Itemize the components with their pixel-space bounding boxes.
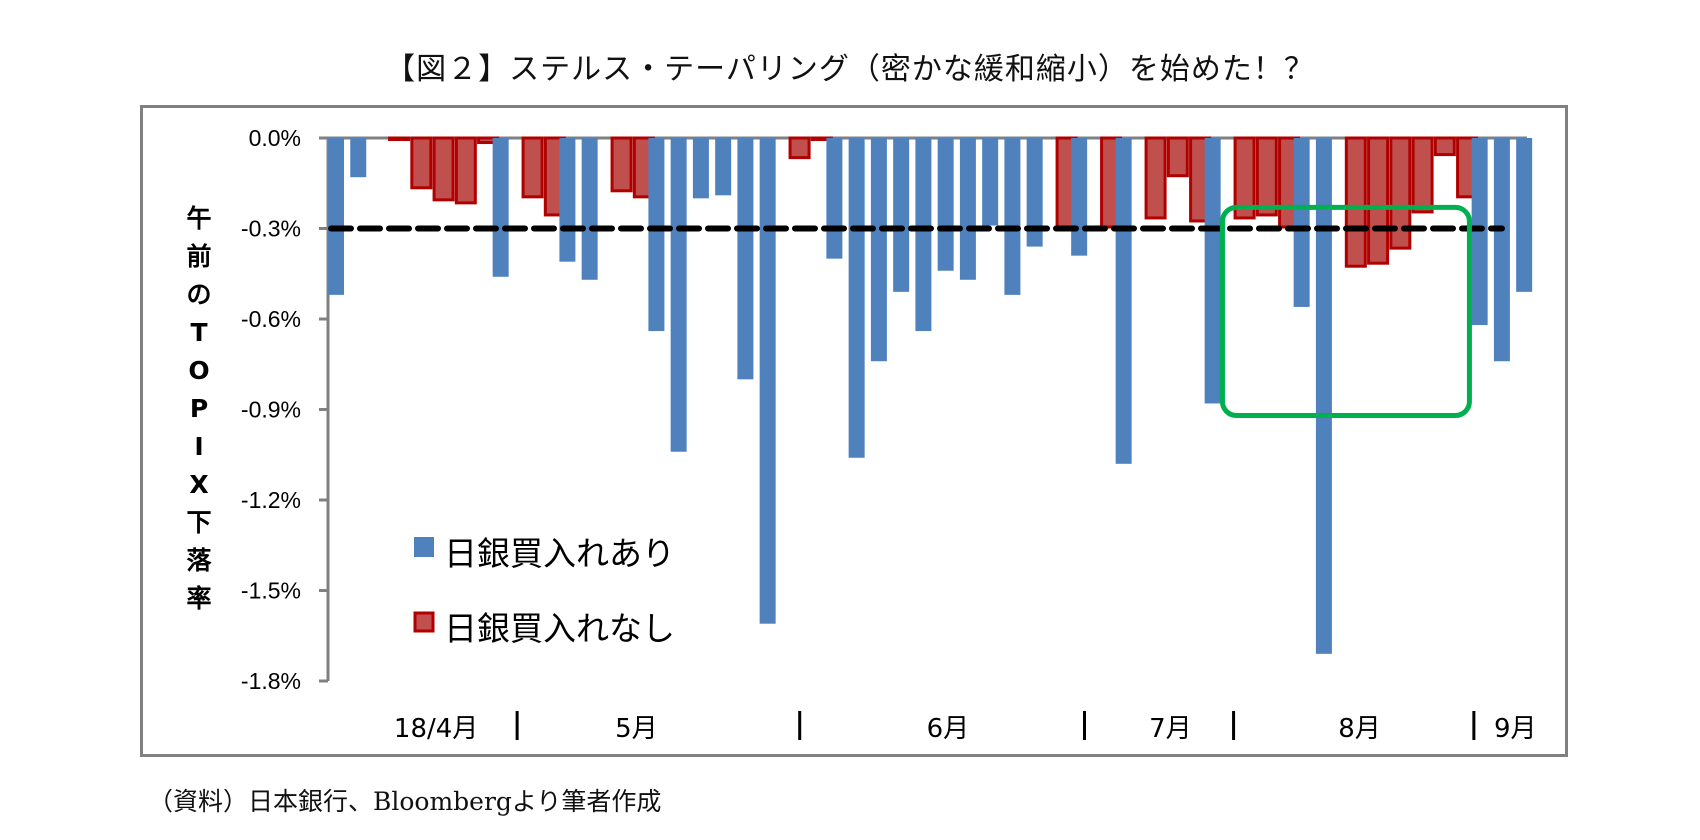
- bar-boj-buy: [692, 138, 709, 199]
- x-month-label: 6月: [927, 714, 970, 744]
- x-axis: 18/4月 5月 6月 7月 8月 9月: [394, 711, 1537, 744]
- bar-boj-buy: [1493, 138, 1510, 362]
- bar-boj-buy: [870, 138, 887, 362]
- bar-no-buy: [1411, 136, 1434, 214]
- x-month-label: 8月: [1338, 714, 1381, 744]
- bar-boj-buy: [1315, 138, 1332, 654]
- x-month-label: 18/4月: [394, 714, 478, 744]
- bar-no-buy: [410, 136, 433, 190]
- bar-boj-buy: [982, 138, 999, 226]
- x-month-label: 9月: [1494, 714, 1537, 744]
- bar-no-buy: [1233, 136, 1256, 220]
- y-axis-label-char: 下: [186, 508, 212, 537]
- bar-no-buy: [454, 136, 477, 205]
- bar-boj-buy: [1516, 138, 1533, 292]
- bar-boj-buy: [1471, 138, 1488, 326]
- bar-boj-buy: [937, 138, 954, 271]
- y-axis-label-char: I: [194, 432, 204, 461]
- highlight-rect: [1219, 204, 1472, 419]
- bar-boj-buy: [848, 138, 865, 458]
- y-tick-label: -0.9%: [241, 397, 301, 423]
- bar-boj-buy: [915, 138, 932, 332]
- bar-boj-buy: [559, 138, 576, 262]
- y-tick-label: -1.2%: [241, 487, 301, 513]
- bar-no-buy: [788, 136, 811, 160]
- y-axis-label-char: 前: [186, 242, 212, 271]
- y-tick-label: -1.8%: [241, 668, 301, 694]
- bar-boj-buy: [328, 138, 344, 295]
- x-month-label: 7月: [1149, 714, 1192, 744]
- bar-boj-buy: [826, 138, 843, 259]
- bar-boj-buy: [670, 138, 687, 452]
- bar-boj-buy: [1026, 138, 1043, 247]
- bar-no-buy: [1389, 136, 1412, 250]
- bar-boj-buy: [715, 138, 732, 196]
- bar-boj-buy: [737, 138, 754, 380]
- y-axis-label-char: O: [188, 356, 210, 385]
- bar-boj-buy: [648, 138, 665, 332]
- bar-no-buy: [1344, 136, 1367, 268]
- source-footnote: （資料）日本銀行、Bloombergより筆者作成: [148, 787, 662, 816]
- bar-no-buy: [1367, 136, 1390, 265]
- y-axis-label-char: 落: [186, 546, 212, 575]
- bar-no-buy: [1166, 136, 1189, 178]
- bar-boj-buy: [1293, 138, 1310, 307]
- y-tick-label: 0.0%: [249, 125, 301, 151]
- bar-boj-buy: [959, 138, 976, 280]
- y-axis-label-char: T: [190, 318, 208, 347]
- y-tick-label: -0.6%: [241, 306, 301, 332]
- bar-boj-buy: [1204, 138, 1221, 404]
- y-axis-label-char: 午: [186, 204, 212, 233]
- bar-boj-buy: [1071, 138, 1088, 256]
- bars: [328, 136, 1533, 654]
- legend-label: 日銀買入れあり: [444, 534, 675, 573]
- bar-boj-buy: [492, 138, 509, 277]
- y-tick-label: -0.3%: [241, 216, 301, 242]
- legend-swatch-boj-buy: [414, 537, 434, 557]
- bar-no-buy: [1255, 136, 1278, 217]
- bar-no-buy: [432, 136, 455, 202]
- legend-label: 日銀買入れなし: [444, 609, 675, 648]
- x-month-label: 5月: [615, 714, 658, 744]
- bar-no-buy: [388, 136, 411, 142]
- bar-no-buy: [610, 136, 633, 193]
- bar-no-buy: [1144, 136, 1167, 220]
- bar-boj-buy: [759, 138, 776, 624]
- bar-no-buy: [521, 136, 544, 199]
- y-axis-label-char: の: [186, 280, 212, 309]
- bar-boj-buy: [581, 138, 598, 280]
- bar-no-buy: [1433, 136, 1456, 157]
- bar-boj-buy: [1004, 138, 1021, 295]
- legend-swatch-no-buy: [413, 611, 435, 633]
- y-axis-label-char: P: [189, 394, 209, 423]
- highlight-box: [1219, 204, 1472, 419]
- bar-boj-buy: [1115, 138, 1132, 464]
- y-axis-label-char: X: [189, 470, 209, 499]
- y-axis-label-char: 率: [186, 584, 212, 613]
- bar-boj-buy: [350, 138, 367, 178]
- bar-boj-buy: [893, 138, 910, 292]
- chart-title: 【図２】ステルス・テーパリング（密かな緩和縮小）を始めた！？: [385, 52, 1315, 87]
- y-tick-label: -1.5%: [241, 578, 301, 604]
- chart-frame: [140, 105, 1568, 757]
